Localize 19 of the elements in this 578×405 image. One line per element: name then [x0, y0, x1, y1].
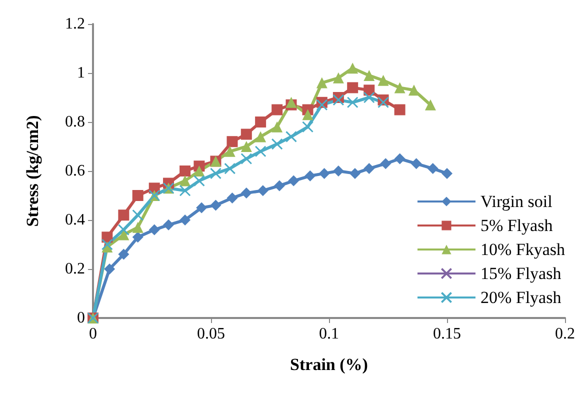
x-tick-label: 0.05	[197, 326, 225, 342]
y-tick-label: 0.4	[65, 212, 85, 228]
y-tick-label: 0	[77, 310, 85, 326]
legend-label: Virgin soil	[480, 192, 553, 211]
y-tick-label: 0.6	[65, 162, 85, 180]
legend-label: 20% Flyash	[480, 288, 562, 307]
y-tick-label: 0.8	[65, 114, 85, 130]
y-tick-label: 1	[77, 64, 85, 82]
y-tick-label: 1.2	[65, 16, 85, 32]
x-tick-label: 0	[89, 326, 97, 342]
x-axis-title: Strain (%)	[290, 355, 368, 374]
x-tick-label: 0.1	[319, 326, 339, 342]
legend-label: 15% Flyash	[480, 264, 562, 283]
legend-label: 10% Fkyash	[480, 240, 566, 259]
y-tick-label: 0.2	[65, 260, 85, 278]
legend-label: 5% Flyash	[480, 216, 554, 235]
y-axis-title: Stress (kg/cm2)	[23, 115, 42, 227]
x-tick-label: 0.15	[433, 326, 461, 342]
x-tick-label: 0.2	[555, 326, 575, 342]
